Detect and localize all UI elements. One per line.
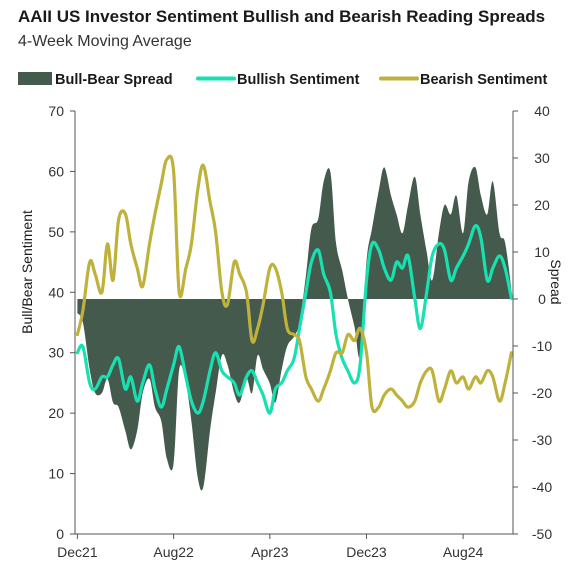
series-line-bearish-sentiment [75,154,513,414]
y-left-tick-label: 10 [48,466,64,482]
plot-area: 0 10 20 30 40 50 60 70 -50 -40 -30 -20 -10 0 10 20 30 40 D… [48,103,552,560]
y-right-tick-label: 40 [534,103,550,119]
y-right-tick-label: 20 [534,197,550,213]
y-right-tick-label: -10 [532,338,552,354]
legend-label-bullish-sentiment: Bullish Sentiment [237,72,360,88]
y-right-axis-label: Spread [548,259,564,304]
y-left-tick-label: 40 [48,284,64,300]
y-left-tick-label: 30 [48,345,64,361]
chart-title: AAII US Investor Sentiment Bullish and B… [18,7,545,26]
y-right-tick-label: -40 [532,479,552,495]
y-right-tick-label: 10 [534,244,550,260]
series-line-bullish-sentiment [75,224,513,415]
y-right-tick-label: 30 [534,150,550,166]
y-left-tick-label: 50 [48,224,64,240]
y-left-tick-label: 20 [48,405,64,421]
y-left-axis-label: Bull/Bear Sentiment [19,210,35,334]
y-right-tick-label: -30 [532,432,552,448]
legend-swatch-bull-bear-spread [18,72,52,85]
x-tick-label: Aug22 [153,544,194,560]
legend-label-bull-bear-spread: Bull-Bear Spread [55,72,173,88]
y-left-tick-label: 70 [48,103,64,119]
series-area-bull-bear-spread [77,166,512,491]
y-left-tick-label: 60 [48,163,64,179]
y-right-tick-label: -20 [532,385,552,401]
y-right-tick-label: -50 [532,526,552,542]
x-tick-label: Dec21 [57,544,98,560]
y-right-tick-label: 0 [538,291,546,307]
x-tick-label: Apr23 [251,544,289,560]
x-tick-label: Dec23 [346,544,387,560]
legend-label-bearish-sentiment: Bearish Sentiment [420,72,547,88]
legend: Bull-Bear Spread Bullish Sentiment Bearish… [18,72,547,88]
y-left-tick-label: 0 [56,526,64,542]
chart-subtitle: 4-Week Moving Average [18,33,192,50]
x-tick-label: Aug24 [443,544,484,560]
